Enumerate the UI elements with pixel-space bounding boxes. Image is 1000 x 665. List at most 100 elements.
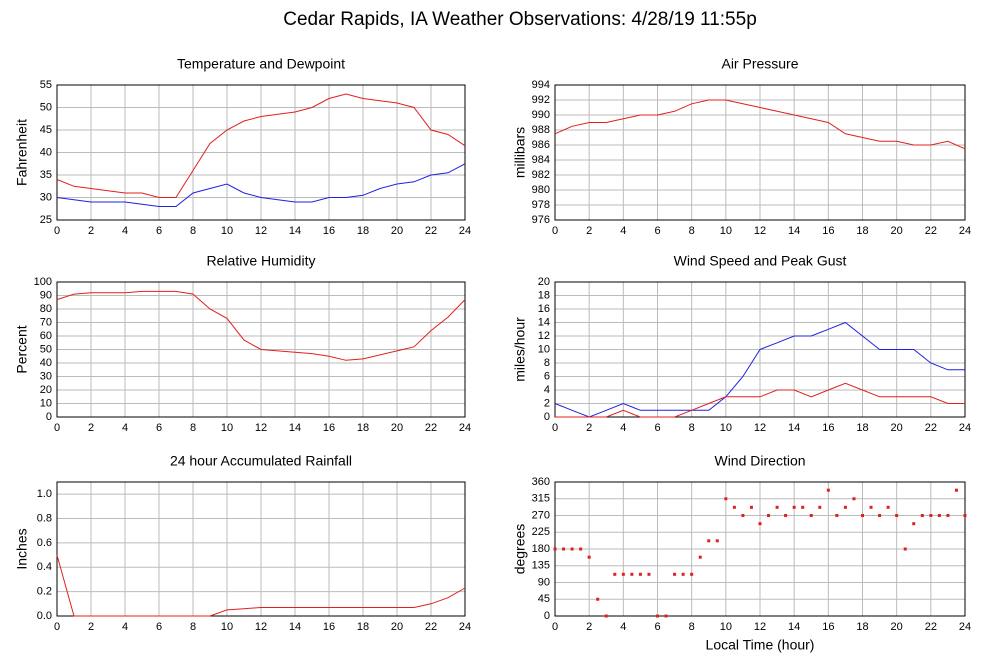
panel-title: Relative Humidity: [207, 253, 316, 269]
point: [826, 488, 830, 492]
y-tick-label: 12: [538, 330, 550, 342]
x-axis-label: Local Time (hour): [706, 637, 815, 653]
y-tick-label: 10: [538, 343, 550, 355]
x-tick-label: 2: [586, 225, 592, 237]
point: [775, 505, 779, 509]
series-line: [554, 321, 965, 418]
x-tick-label: 6: [654, 621, 660, 633]
y-tick-label: 90: [538, 576, 550, 588]
x-tick-label: 10: [720, 225, 732, 237]
y-tick-label: 8: [544, 357, 550, 369]
y-tick-label: 988: [532, 124, 550, 136]
series-line: [56, 554, 466, 617]
y-tick-label: 14: [538, 316, 550, 328]
x-tick-label: 20: [391, 422, 403, 434]
x-tick-label: 0: [54, 225, 60, 237]
point: [638, 572, 642, 576]
point: [801, 505, 805, 509]
point: [732, 505, 736, 509]
x-tick-label: 6: [654, 225, 660, 237]
y-tick-label: 0: [544, 610, 550, 622]
y-tick-label: 20: [40, 384, 52, 396]
y-tick-label: 990: [532, 109, 550, 121]
x-tick-label: 4: [122, 422, 128, 434]
x-tick-label: 22: [425, 422, 437, 434]
point: [715, 539, 719, 543]
y-axis-label: millibars: [512, 127, 528, 178]
y-tick-label: 360: [532, 476, 550, 488]
y-tick-label: 45: [538, 593, 550, 605]
x-tick-label: 2: [88, 422, 94, 434]
x-tick-label: 20: [891, 422, 903, 434]
point: [861, 514, 864, 517]
plot-frame: [56, 481, 466, 617]
x-tick-label: 14: [788, 225, 800, 237]
y-tick-label: 180: [532, 543, 550, 555]
y-tick-label: 40: [40, 357, 52, 369]
y-tick-label: 30: [40, 191, 52, 203]
point: [630, 572, 634, 576]
y-axis-label: miles/hour: [512, 317, 528, 382]
y-tick-label: 135: [532, 560, 550, 572]
x-tick-label: 4: [620, 225, 626, 237]
x-tick-label: 14: [289, 225, 301, 237]
x-tick-label: 20: [391, 621, 403, 633]
x-tick-label: 22: [425, 621, 437, 633]
y-tick-label: 0.2: [37, 586, 52, 598]
y-tick-label: 994: [532, 79, 550, 91]
x-tick-label: 8: [190, 225, 196, 237]
x-tick-label: 8: [689, 225, 695, 237]
series-line: [56, 93, 466, 198]
panel-title: 24 hour Accumulated Rainfall: [170, 453, 352, 469]
plot-frame: [554, 84, 966, 221]
x-tick-label: 2: [586, 621, 592, 633]
y-tick-label: 70: [40, 316, 52, 328]
x-tick-label: 6: [156, 225, 162, 237]
y-tick-label: 55: [40, 79, 52, 91]
plot-frame: [56, 84, 466, 221]
point: [809, 514, 813, 517]
plot-frame: [554, 281, 966, 418]
series-line: [554, 99, 966, 150]
point: [895, 514, 899, 517]
x-tick-label: 6: [156, 621, 162, 633]
point: [553, 547, 557, 551]
point: [903, 547, 907, 551]
y-tick-label: 270: [532, 509, 550, 521]
x-tick-label: 18: [357, 225, 369, 237]
x-tick-label: 8: [689, 422, 695, 434]
y-axis-label: Percent: [14, 325, 30, 373]
y-tick-label: 984: [532, 154, 550, 166]
point: [587, 555, 591, 559]
y-tick-label: 978: [532, 199, 550, 211]
y-tick-label: 60: [40, 330, 52, 342]
point: [656, 614, 659, 618]
x-tick-label: 16: [323, 422, 335, 434]
point: [869, 505, 873, 509]
y-tick-label: 90: [40, 289, 52, 301]
point: [647, 572, 651, 576]
point: [912, 522, 916, 526]
series-line: [555, 382, 965, 418]
x-tick-label: 0: [552, 225, 558, 237]
x-tick-label: 14: [788, 422, 800, 434]
x-tick-label: 18: [856, 621, 868, 633]
x-tick-label: 8: [689, 621, 695, 633]
y-tick-label: 986: [532, 139, 550, 151]
y-tick-label: 40: [40, 146, 52, 158]
x-tick-label: 14: [289, 422, 301, 434]
x-tick-label: 24: [959, 621, 971, 633]
x-tick-label: 24: [959, 225, 971, 237]
x-tick-label: 0: [552, 422, 558, 434]
y-tick-label: 50: [40, 101, 52, 113]
x-tick-label: 10: [221, 422, 233, 434]
x-tick-label: 10: [720, 422, 732, 434]
x-tick-label: 12: [255, 621, 267, 633]
point: [835, 514, 839, 517]
y-axis-label: degrees: [512, 524, 528, 575]
point: [963, 514, 967, 517]
x-tick-label: 24: [959, 422, 971, 434]
x-tick-label: 20: [891, 621, 903, 633]
y-tick-label: 4: [544, 384, 550, 396]
